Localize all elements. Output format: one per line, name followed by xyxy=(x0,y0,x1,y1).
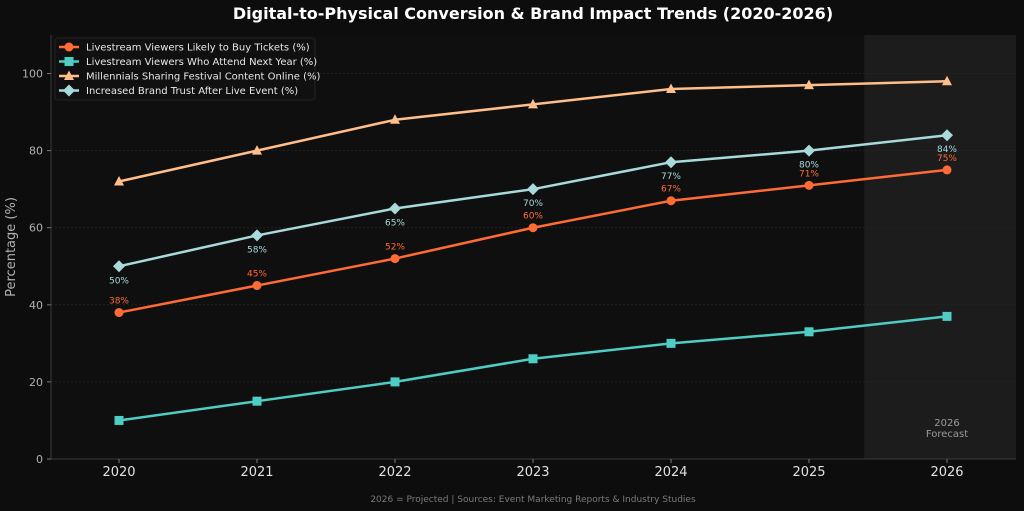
y-tick-label: 60 xyxy=(29,222,43,235)
data-point-3 xyxy=(665,156,677,169)
x-tick-label: 2026 xyxy=(930,465,963,480)
data-point-3 xyxy=(389,202,401,215)
y-tick-label: 80 xyxy=(29,145,43,158)
data-label-0: 45% xyxy=(247,270,267,280)
data-point-3 xyxy=(941,129,953,142)
footnote: 2026 = Projected | Sources: Event Market… xyxy=(370,495,696,505)
y-axis-label: Percentage (%) xyxy=(4,197,19,297)
legend-label-2: Millennials Sharing Festival Content Onl… xyxy=(86,72,320,83)
data-label-0: 52% xyxy=(385,243,405,253)
data-label-3: 84% xyxy=(937,145,957,155)
data-label-3: 58% xyxy=(247,245,267,255)
data-label-3: 70% xyxy=(523,199,543,209)
y-tick-label: 20 xyxy=(29,376,43,389)
data-point-2 xyxy=(528,98,538,109)
y-tick-label: 0 xyxy=(36,453,43,466)
data-point-3 xyxy=(113,260,125,273)
chart-title: Digital-to-Physical Conversion & Brand I… xyxy=(233,4,833,23)
data-label-0: 38% xyxy=(109,297,129,307)
data-label-0: 67% xyxy=(661,185,681,195)
legend-label-0: Livestream Viewers Likely to Buy Tickets… xyxy=(86,43,310,54)
data-point-2 xyxy=(804,79,814,90)
data-point-3 xyxy=(527,183,539,196)
data-point-2 xyxy=(252,145,262,155)
data-point-0 xyxy=(804,180,814,190)
legend-label-3: Increased Brand Trust After Live Event (… xyxy=(86,86,298,97)
x-tick-label: 2023 xyxy=(516,465,549,480)
data-label-3: 77% xyxy=(661,172,681,182)
data-label-0: 75% xyxy=(937,154,957,164)
data-point-0 xyxy=(666,196,676,206)
legend-marker-3 xyxy=(63,84,75,97)
data-point-1 xyxy=(666,338,676,348)
legend-marker-0 xyxy=(64,42,74,52)
data-point-1 xyxy=(252,396,262,406)
y-tick-label: 100 xyxy=(22,68,43,81)
x-tick-label: 2024 xyxy=(654,465,687,480)
legend-marker-2 xyxy=(64,70,74,80)
x-tick-label: 2022 xyxy=(378,465,411,480)
data-point-2 xyxy=(942,75,952,86)
data-label-3: 50% xyxy=(109,276,129,286)
data-point-1 xyxy=(528,354,538,364)
data-point-1 xyxy=(804,327,814,337)
data-label-3: 65% xyxy=(385,218,405,228)
forecast-label-text: Forecast xyxy=(926,429,968,440)
forecast-region xyxy=(864,35,1016,459)
data-label-0: 60% xyxy=(523,212,543,222)
data-point-1 xyxy=(390,377,400,387)
data-point-0 xyxy=(942,165,952,175)
data-point-1 xyxy=(114,415,124,425)
x-tick-label: 2025 xyxy=(792,465,825,480)
data-point-3 xyxy=(251,229,263,242)
legend-marker-1 xyxy=(64,57,74,66)
data-point-0 xyxy=(390,254,400,264)
data-point-0 xyxy=(252,281,262,291)
data-point-3 xyxy=(803,144,815,157)
data-point-2 xyxy=(114,175,124,186)
y-tick-label: 40 xyxy=(29,299,43,312)
data-point-1 xyxy=(942,311,952,321)
data-label-0: 71% xyxy=(799,169,819,179)
data-point-2 xyxy=(666,83,676,93)
legend-label-1: Livestream Viewers Who Attend Next Year … xyxy=(86,57,317,68)
data-point-0 xyxy=(114,308,124,318)
x-tick-label: 2021 xyxy=(240,465,273,480)
x-tick-label: 2020 xyxy=(102,465,135,480)
data-point-2 xyxy=(390,114,400,124)
legend-box xyxy=(54,37,316,101)
forecast-label-year: 2026 xyxy=(934,418,959,429)
data-point-0 xyxy=(528,223,538,233)
data-label-3: 80% xyxy=(799,161,819,171)
